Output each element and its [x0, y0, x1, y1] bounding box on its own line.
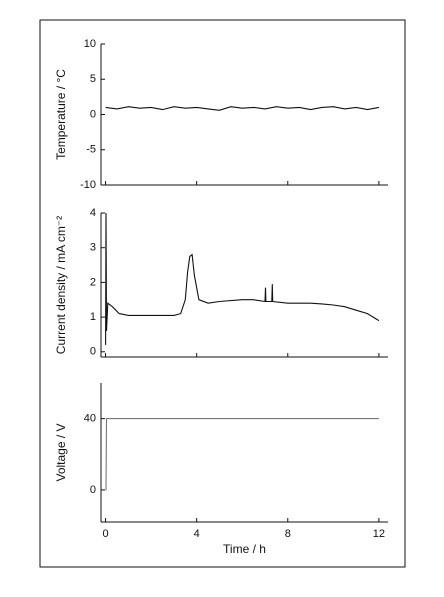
y-tick-label: 5 — [90, 73, 96, 85]
x-tick-label: 4 — [194, 528, 200, 540]
y-tick-label: 2 — [90, 276, 96, 288]
x-tick-label: 8 — [285, 528, 291, 540]
data-line — [105, 418, 379, 491]
y-axis-label: Current density / mA cm⁻² — [54, 216, 68, 354]
y-tick-label: 40 — [84, 413, 96, 425]
data-line — [105, 212, 380, 345]
data-line — [105, 106, 380, 111]
y-tick-label: 10 — [84, 38, 96, 50]
y-tick-label: -5 — [86, 144, 96, 156]
y-axis-label: Voltage / V — [54, 423, 68, 481]
y-tick-label: 4 — [90, 207, 96, 219]
y-tick-label: 0 — [90, 108, 96, 120]
y-tick-label: 3 — [90, 242, 96, 254]
x-tick-label: 0 — [102, 528, 108, 540]
frame — [39, 19, 406, 568]
y-tick-label: 1 — [90, 311, 96, 323]
y-tick-label: 0 — [90, 346, 96, 358]
y-axis-label: Temperature / °C — [54, 69, 68, 160]
y-tick-label: 0 — [90, 484, 96, 496]
x-axis-label: Time / h — [223, 542, 266, 556]
y-tick-label: -10 — [80, 179, 96, 191]
x-tick-label: 12 — [373, 528, 385, 540]
